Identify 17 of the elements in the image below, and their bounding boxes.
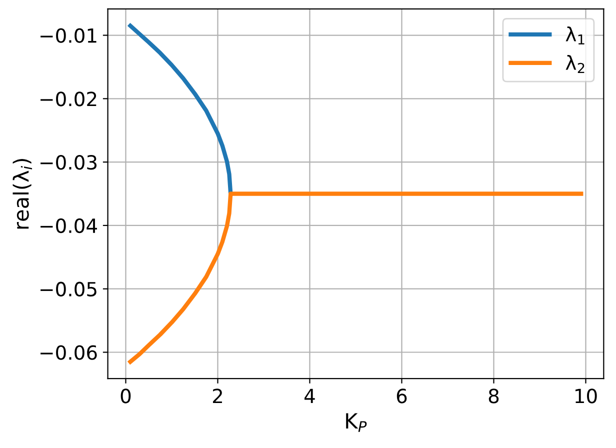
y-tick-label: −0.06 <box>40 345 97 360</box>
legend-label: λ$_{2}$ <box>566 55 584 73</box>
x-axis-title: K$_{P}$ <box>346 413 367 432</box>
y-axis-title: real(λ$_{i}$) <box>12 158 32 229</box>
y-tick-label: −0.01 <box>40 28 96 43</box>
x-tick-label: 2 <box>212 388 222 404</box>
x-tick-label: 8 <box>488 388 499 404</box>
x-tick-label: 4 <box>304 388 315 404</box>
y-tick-label: −0.03 <box>40 155 97 170</box>
line-series <box>128 192 584 364</box>
legend-label: λ$_{1}$ <box>566 26 584 44</box>
x-tick-label: 10 <box>576 388 597 404</box>
y-tick-label: −0.02 <box>40 92 96 106</box>
y-tick-label: −0.05 <box>40 282 96 297</box>
y-tick-label: −0.04 <box>40 218 97 234</box>
x-tick-label: 6 <box>396 388 407 404</box>
x-tick-label: 0 <box>120 388 131 404</box>
